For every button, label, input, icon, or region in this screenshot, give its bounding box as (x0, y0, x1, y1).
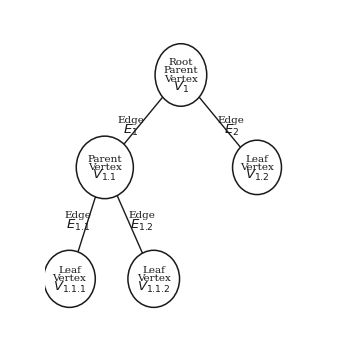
Text: $V_{1.1.2}$: $V_{1.1.2}$ (137, 280, 170, 294)
Text: $E_2$: $E_2$ (223, 122, 239, 138)
Ellipse shape (76, 136, 133, 199)
Ellipse shape (233, 140, 281, 195)
Text: Edge: Edge (218, 116, 245, 125)
Ellipse shape (44, 250, 95, 307)
Text: $E_{1.1}$: $E_{1.1}$ (66, 218, 90, 233)
Text: Vertex: Vertex (164, 74, 198, 84)
Ellipse shape (155, 44, 207, 106)
Text: $E_{1.2}$: $E_{1.2}$ (130, 218, 153, 233)
Text: Parent: Parent (88, 155, 122, 164)
Text: Edge: Edge (117, 116, 144, 125)
Ellipse shape (128, 250, 180, 307)
Text: Vertex: Vertex (137, 274, 170, 283)
Text: Leaf: Leaf (246, 155, 269, 164)
Text: $E_1$: $E_1$ (123, 122, 138, 138)
Text: $V_{1.2}$: $V_{1.2}$ (245, 168, 269, 183)
Text: $V_{1.1}$: $V_{1.1}$ (92, 168, 117, 183)
Text: Leaf: Leaf (58, 266, 81, 275)
Text: Leaf: Leaf (142, 266, 165, 275)
Text: Vertex: Vertex (88, 163, 122, 172)
Text: $V_{1.1.1}$: $V_{1.1.1}$ (53, 280, 86, 294)
Text: Vertex: Vertex (240, 163, 274, 172)
Text: Root: Root (169, 58, 193, 67)
Text: Parent: Parent (163, 66, 198, 76)
Text: Edge: Edge (64, 211, 91, 220)
Text: Edge: Edge (128, 211, 155, 220)
Text: Vertex: Vertex (53, 274, 86, 283)
Text: $V_1$: $V_1$ (173, 80, 189, 95)
